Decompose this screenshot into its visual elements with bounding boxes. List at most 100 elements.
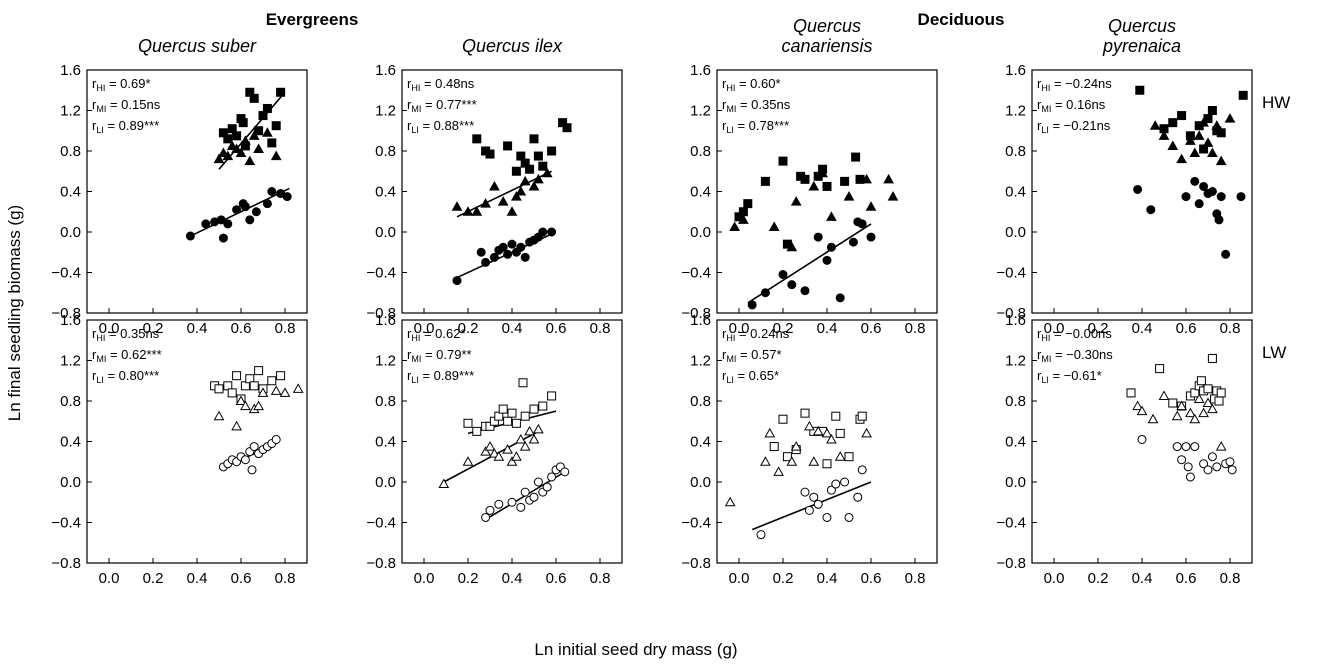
correlation-symbol: r [92,118,97,133]
circle-point [507,497,517,507]
triangle-point [497,196,509,206]
circle-point [1214,215,1224,225]
square-point [485,149,495,159]
square-point [1216,388,1226,398]
y-tick-label: −0.8 [996,555,1026,572]
circle-point [1199,181,1209,191]
y-tick-label: 1.2 [60,353,81,370]
circle-point [542,482,552,492]
square-point [1155,364,1165,374]
correlation-hi: rHI = 0.60* [722,76,781,93]
triangle-point [808,456,820,466]
panel-hw-quercus-suber: −0.8−0.40.00.40.81.21.60.0 0.2 0.4 0.6 0.8rH… [51,62,308,337]
square-point [800,174,810,184]
correlation-value: = 0.57* [736,347,781,362]
x-tick-label: 0.6 [231,570,252,587]
triangle-point [1158,130,1170,140]
correlation-hi: rHI = −0.24ns [1037,76,1112,93]
circle-point [800,286,810,296]
circle-point [240,202,250,212]
circle-point [1207,187,1217,196]
correlation-symbol: r [722,76,727,91]
y-axis-label: Ln final seedling biomass (g) [5,205,24,421]
x-tick-label: 0.8 [1220,320,1241,337]
circle-point [271,434,281,444]
y-tick-label: −0.4 [366,515,396,532]
y-tick-label: 0.0 [375,474,396,491]
correlation-symbol: r [722,368,727,383]
x-tick-label: 0.4 [1132,570,1153,587]
circle-point [240,455,250,465]
y-tick-label: 0.4 [690,184,711,201]
triangle-point [887,191,899,201]
triangle-point [462,206,474,216]
circle-point [1185,472,1195,482]
x-tick-label: 0.8 [905,570,926,587]
correlation-symbol: r [722,326,727,341]
square-point [800,408,810,418]
correlation-symbol: r [407,97,412,112]
triangle-point [438,478,450,489]
x-tick-label: 0.4 [187,570,208,587]
correlation-symbol: r [92,347,97,362]
correlation-li: rLI = 0.65* [722,368,779,385]
triangle-point [1147,413,1159,424]
square-point [472,134,482,144]
y-tick-label: 0.4 [1005,434,1026,451]
triangle-point [480,446,491,456]
circle-point [848,237,858,247]
x-tick-label: 0.4 [1132,320,1153,337]
correlation-subscript: LI [1041,125,1049,135]
triangle-point [489,180,500,191]
triangle-point [1198,117,1209,127]
triangle-point [1136,405,1148,416]
correlation-subscript: MI [411,104,421,114]
correlation-hi: rHI = 0.35ns [92,326,160,343]
group-label-evergreens: Evergreens [266,10,359,29]
circle-point [857,465,867,475]
square-point [769,442,779,452]
triangle-point [821,427,833,438]
x-axis-label: Ln initial seed dry mass (g) [534,640,737,659]
y-tick-label: −0.4 [366,265,396,282]
triangle-point [462,456,474,466]
square-point [276,371,286,381]
x-tick-label: 0.2 [773,570,794,587]
circle-point [1199,459,1209,469]
y-tick-label: 1.6 [60,62,81,79]
panel-lw-quercus-pyrenaica: −0.8−0.40.00.40.81.21.60.0 0.2 0.4 0.6 0.8rH… [996,312,1253,587]
correlation-mi: rMI = 0.79** [407,347,472,364]
panel-lw-quercus-canariensis: −0.8−0.40.00.40.81.21.60.0 0.2 0.4 0.6 0.8rH… [681,312,938,587]
correlation-subscript: HI [411,333,420,343]
group-label-deciduous: Deciduous [918,10,1005,29]
square-point [232,131,242,141]
circle-point [1216,192,1226,202]
correlation-value: = −0.21ns [1049,118,1111,133]
square-point [778,156,788,166]
correlation-subscript: HI [96,83,105,93]
triangle-point [724,496,736,507]
circle-point [533,477,543,487]
y-tick-label: 0.0 [1005,474,1026,491]
square-point [1214,396,1224,406]
square-point [472,426,482,436]
y-tick-label: 1.2 [375,103,396,120]
square-point [782,452,792,462]
correlation-value: = −0.24ns [1050,76,1112,91]
triangle-point [817,167,828,178]
x-tick-label: 0.0 [1044,570,1065,587]
species-title-quercus-suber-line-1: Quercus suber [138,36,257,56]
circle-point [201,219,211,229]
y-tick-label: 1.6 [1005,62,1026,79]
correlation-subscript: HI [726,333,735,343]
circle-point [756,530,766,540]
panel-lw-quercus-suber: −0.8−0.40.00.40.81.21.60.0 0.2 0.4 0.6 0.8rH… [51,312,308,587]
square-point [760,176,770,186]
x-tick-label: 0.6 [861,570,882,587]
square-point [262,103,272,113]
square-point [503,141,513,151]
correlation-value: = 0.89*** [104,118,159,133]
x-tick-label: 0.0 [414,570,435,587]
correlation-mi: rMI = 0.16ns [1037,97,1106,114]
correlation-value: = −0.30ns [1051,347,1113,362]
